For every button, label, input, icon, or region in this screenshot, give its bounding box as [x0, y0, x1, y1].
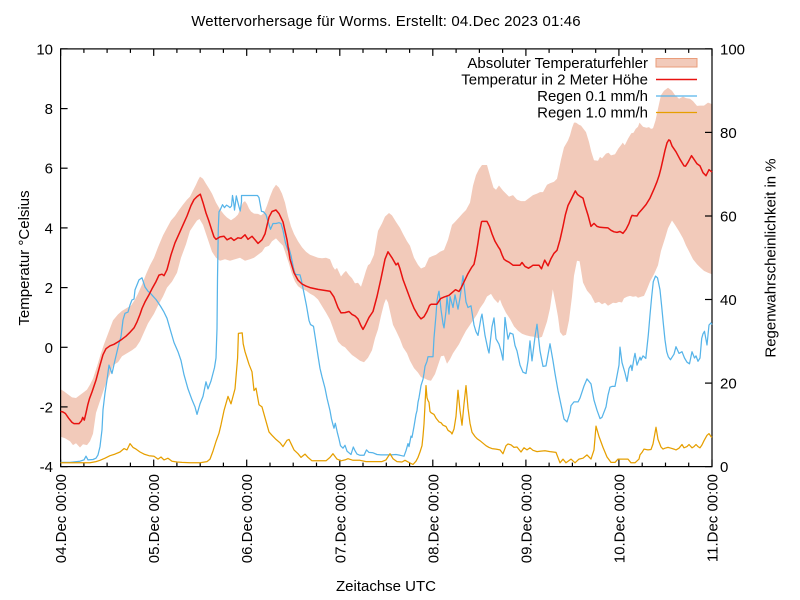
svg-text:Regen 1.0 mm/h: Regen 1.0 mm/h — [537, 105, 648, 122]
svg-text:-2: -2 — [40, 399, 53, 416]
svg-text:07.Dec 00:00: 07.Dec 00:00 — [332, 474, 349, 563]
svg-text:-4: -4 — [40, 459, 53, 476]
svg-text:Regen 0.1 mm/h: Regen 0.1 mm/h — [537, 88, 648, 105]
svg-text:Temperatur °Celsius: Temperatur °Celsius — [16, 190, 33, 325]
svg-text:10.Dec 00:00: 10.Dec 00:00 — [611, 474, 628, 563]
svg-text:Zeitachse UTC: Zeitachse UTC — [336, 578, 436, 595]
svg-text:09.Dec 00:00: 09.Dec 00:00 — [518, 474, 535, 563]
svg-text:0: 0 — [720, 459, 728, 476]
svg-text:20: 20 — [720, 376, 737, 393]
svg-text:Regenwahrscheinlichkeit in %: Regenwahrscheinlichkeit in % — [763, 158, 780, 357]
svg-text:4: 4 — [45, 220, 53, 237]
svg-text:100: 100 — [720, 41, 745, 58]
svg-text:2: 2 — [45, 280, 53, 297]
svg-text:11.Dec 00:00: 11.Dec 00:00 — [705, 474, 722, 562]
svg-text:40: 40 — [720, 292, 737, 309]
svg-text:08.Dec 00:00: 08.Dec 00:00 — [425, 474, 442, 563]
svg-text:0: 0 — [45, 340, 53, 357]
svg-text:60: 60 — [720, 209, 737, 226]
svg-text:80: 80 — [720, 125, 737, 142]
svg-text:8: 8 — [45, 101, 53, 118]
svg-text:Wettervorhersage für Worms. Er: Wettervorhersage für Worms. Erstellt: 04… — [191, 13, 581, 30]
svg-text:Absoluter Temperaturfehler: Absoluter Temperaturfehler — [467, 55, 648, 72]
svg-text:04.Dec 00:00: 04.Dec 00:00 — [53, 474, 70, 563]
svg-text:06.Dec 00:00: 06.Dec 00:00 — [239, 474, 256, 563]
svg-text:05.Dec 00:00: 05.Dec 00:00 — [146, 474, 163, 563]
svg-text:Temperatur in 2 Meter Höhe: Temperatur in 2 Meter Höhe — [461, 72, 648, 89]
svg-text:6: 6 — [45, 161, 53, 178]
svg-text:10: 10 — [36, 41, 53, 58]
